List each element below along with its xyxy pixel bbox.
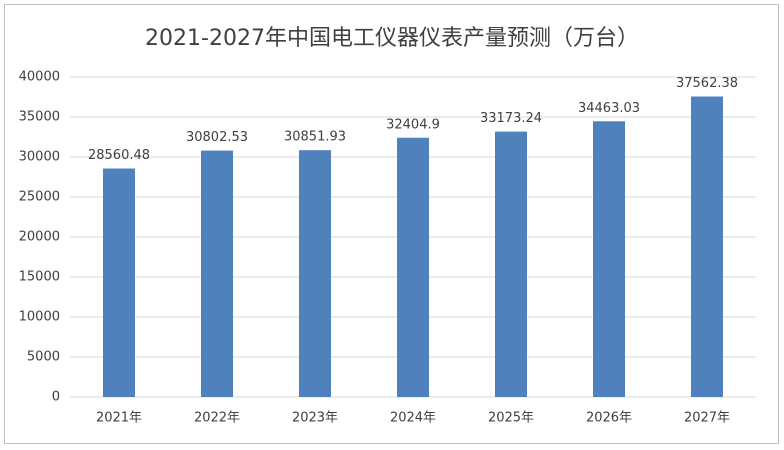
chart-title: 2021-2027年中国电工仪器仪表产量预测（万台） <box>145 26 639 51</box>
value-label: 33173.24 <box>480 111 542 126</box>
y-tick-label: 35000 <box>19 110 60 125</box>
y-tick-label: 30000 <box>19 150 60 165</box>
bar <box>201 150 233 397</box>
y-tick-label: 15000 <box>19 270 60 285</box>
y-tick-label: 10000 <box>19 310 60 325</box>
y-tick-label: 0 <box>52 390 60 405</box>
x-tick-label: 2023年 <box>292 411 338 426</box>
x-tick-label: 2026年 <box>586 411 632 426</box>
y-tick-label: 5000 <box>27 350 60 365</box>
bar <box>103 168 135 397</box>
value-label: 37562.38 <box>676 76 738 91</box>
value-label: 30851.93 <box>284 130 346 145</box>
value-label: 28560.48 <box>88 148 150 163</box>
value-label: 32404.9 <box>386 117 440 132</box>
y-tick-label: 40000 <box>19 70 60 85</box>
value-label: 30802.53 <box>186 130 248 145</box>
bar <box>593 121 625 397</box>
x-tick-label: 2025年 <box>488 411 534 426</box>
bar <box>299 150 331 397</box>
bar <box>691 96 723 397</box>
bar <box>397 137 429 397</box>
x-tick-label: 2027年 <box>684 411 730 426</box>
x-tick-label: 2021年 <box>96 411 142 426</box>
bar <box>495 131 527 397</box>
x-tick-label: 2022年 <box>194 411 240 426</box>
value-label: 34463.03 <box>578 101 640 116</box>
y-tick-label: 20000 <box>19 230 60 245</box>
y-tick-label: 25000 <box>19 190 60 205</box>
x-tick-label: 2024年 <box>390 411 436 426</box>
